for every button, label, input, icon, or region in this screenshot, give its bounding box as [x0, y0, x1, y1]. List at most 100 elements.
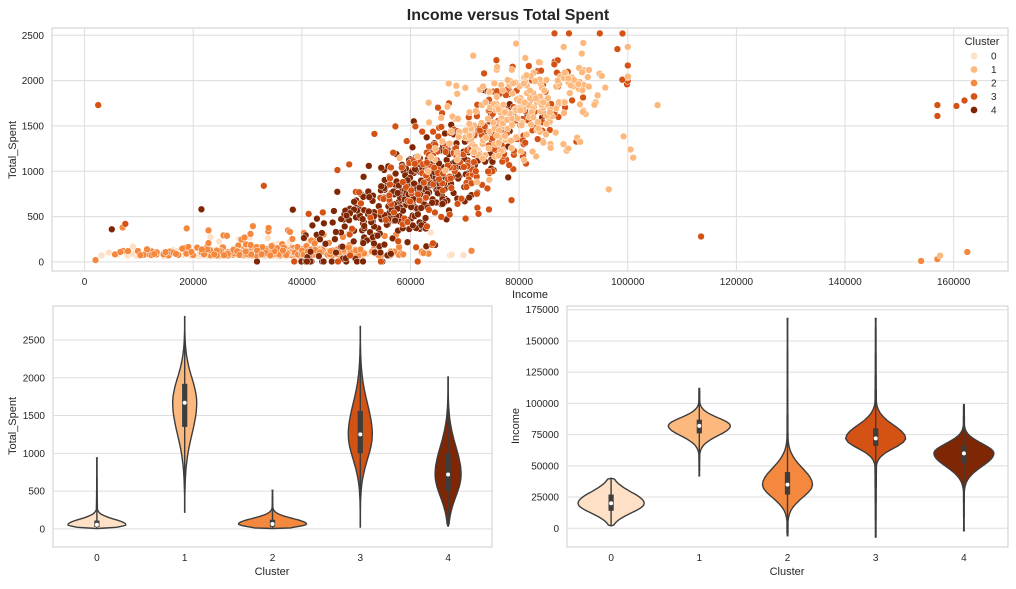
- scatter-point-cluster-2: [246, 230, 255, 238]
- scatter-point-cluster-1: [517, 121, 526, 129]
- scatter-point-cluster-4: [341, 222, 349, 231]
- violin-spent-y-tick-label: 500: [28, 487, 45, 498]
- scatter-point-cluster-1: [552, 128, 560, 137]
- scatter-point-cluster-3: [425, 142, 433, 151]
- scatter-point-cluster-3: [446, 210, 454, 219]
- scatter-point-cluster-2: [91, 256, 100, 264]
- scatter-point-cluster-1: [590, 101, 599, 109]
- scatter-point-cluster-4: [391, 169, 400, 178]
- scatter-y-tick-label: 2500: [22, 31, 45, 42]
- violin-income-median-3: [873, 436, 878, 441]
- scatter-point-cluster-3: [579, 93, 587, 102]
- scatter-point-cluster-2: [963, 248, 971, 256]
- scatter-x-tick-label: 60000: [397, 277, 425, 288]
- scatter-point-cluster-2: [917, 257, 925, 265]
- scatter-point-cluster-0: [426, 228, 435, 237]
- scatter-point-cluster-4: [329, 218, 337, 227]
- scatter-point-cluster-3: [618, 76, 626, 84]
- scatter-point-cluster-4: [300, 234, 308, 242]
- scatter-point-cluster-3: [422, 193, 430, 202]
- legend-label-4: 4: [991, 106, 997, 117]
- scatter-point-cluster-3: [933, 101, 942, 109]
- scatter-point-cluster-3: [697, 232, 705, 241]
- scatter-point-cluster-4: [338, 243, 347, 251]
- scatter-point-cluster-3: [333, 166, 342, 174]
- scatter-point-cluster-4: [365, 207, 373, 216]
- legend-label-3: 3: [991, 92, 997, 103]
- scatter-point-cluster-1: [517, 147, 525, 156]
- scatter-point-cluster-3: [437, 123, 445, 131]
- legend-marker-0: [970, 52, 978, 60]
- violin-income-median-2: [785, 482, 790, 487]
- scatter-point-cluster-2: [204, 226, 213, 235]
- scatter-x-tick-label: 140000: [828, 277, 862, 288]
- scatter-point-cluster-3: [370, 130, 379, 138]
- scatter-point-cluster-3: [470, 158, 478, 166]
- scatter-point-cluster-4: [359, 215, 367, 223]
- scatter-point-cluster-3: [319, 208, 327, 217]
- scatter-point-cluster-1: [542, 130, 550, 139]
- scatter-point-cluster-3: [550, 29, 559, 38]
- scatter-point-cluster-1: [624, 43, 632, 51]
- scatter-point-cluster-4: [414, 210, 422, 218]
- scatter-point-cluster-2: [356, 245, 365, 254]
- scatter-panel: 0 20000 40000 60000 80000 100000 120000 140000 1…: [7, 27, 1009, 301]
- scatter-point-cluster-3: [121, 220, 129, 228]
- violin-income-y-tick-label: 0: [553, 524, 559, 535]
- scatter-point-cluster-4: [359, 239, 367, 247]
- scatter-point-cluster-3: [447, 184, 455, 192]
- violin-spent-panel: 0 500 1000 1500 2000 2500 0 1 2 3 4 Cluster Total_…: [7, 305, 493, 578]
- scatter-point-cluster-4: [380, 240, 389, 249]
- scatter-point-cluster-4: [370, 239, 378, 248]
- scatter-point-cluster-2: [286, 228, 294, 236]
- scatter-point-cluster-1: [445, 79, 453, 88]
- scatter-point-cluster-4: [423, 133, 431, 141]
- scatter-point-cluster-1: [425, 118, 433, 127]
- scatter-x-tick-label: 20000: [179, 277, 207, 288]
- scatter-point-cluster-2: [419, 249, 428, 257]
- violin-spent-y-tick-label: 1500: [23, 411, 46, 422]
- scatter-point-cluster-1: [453, 149, 461, 157]
- scatter-point-cluster-1: [479, 154, 487, 163]
- scatter-point-cluster-1: [484, 115, 492, 123]
- scatter-point-cluster-1: [494, 105, 503, 113]
- scatter-y-tick-label: 0: [38, 257, 44, 268]
- scatter-point-cluster-3: [480, 69, 488, 78]
- scatter-point-cluster-2: [204, 239, 213, 247]
- scatter-point-cluster-3: [525, 62, 533, 70]
- scatter-point-cluster-1: [472, 107, 480, 115]
- scatter-point-cluster-4: [330, 207, 338, 215]
- scatter-point-cluster-3: [596, 29, 604, 38]
- scatter-point-cluster-4: [308, 221, 317, 230]
- scatter-point-cluster-2: [178, 244, 186, 253]
- scatter-point-cluster-2: [136, 251, 145, 259]
- scatter-point-cluster-1: [520, 79, 528, 88]
- violin-spent-y-label: Total_Spent: [7, 397, 19, 455]
- scatter-point-cluster-2: [467, 247, 476, 255]
- violin-income-median-1: [697, 423, 702, 428]
- scatter-point-cluster-1: [447, 127, 455, 135]
- scatter-point-cluster-1: [522, 71, 531, 79]
- scatter-point-cluster-1: [574, 80, 583, 88]
- scatter-point-cluster-4: [359, 257, 367, 266]
- violin-spent-iqr-box-3: [357, 411, 363, 454]
- scatter-point-cluster-1: [424, 167, 432, 176]
- scatter-point-cluster-4: [333, 188, 341, 196]
- scatter-point-cluster-1: [508, 89, 517, 98]
- scatter-point-cluster-4: [504, 173, 512, 182]
- scatter-point-cluster-1: [453, 156, 461, 164]
- violin-income-panel: 0 25000 50000 75000 100000 125000 150000 175000…: [510, 305, 1009, 578]
- scatter-point-cluster-1: [579, 39, 587, 47]
- scatter-point-cluster-1: [507, 137, 515, 145]
- scatter-point-cluster-3: [461, 214, 470, 223]
- scatter-point-cluster-4: [318, 229, 326, 237]
- scatter-point-cluster-3: [377, 257, 385, 266]
- scatter-point-cluster-2: [257, 250, 266, 258]
- scatter-point-cluster-3: [415, 196, 424, 204]
- scatter-point-cluster-1: [485, 88, 494, 96]
- scatter-point-cluster-3: [403, 137, 411, 145]
- scatter-point-cluster-1: [443, 103, 452, 111]
- scatter-point-cluster-3: [390, 208, 398, 217]
- scatter-point-cluster-1: [455, 133, 463, 141]
- scatter-point-cluster-3: [476, 126, 484, 135]
